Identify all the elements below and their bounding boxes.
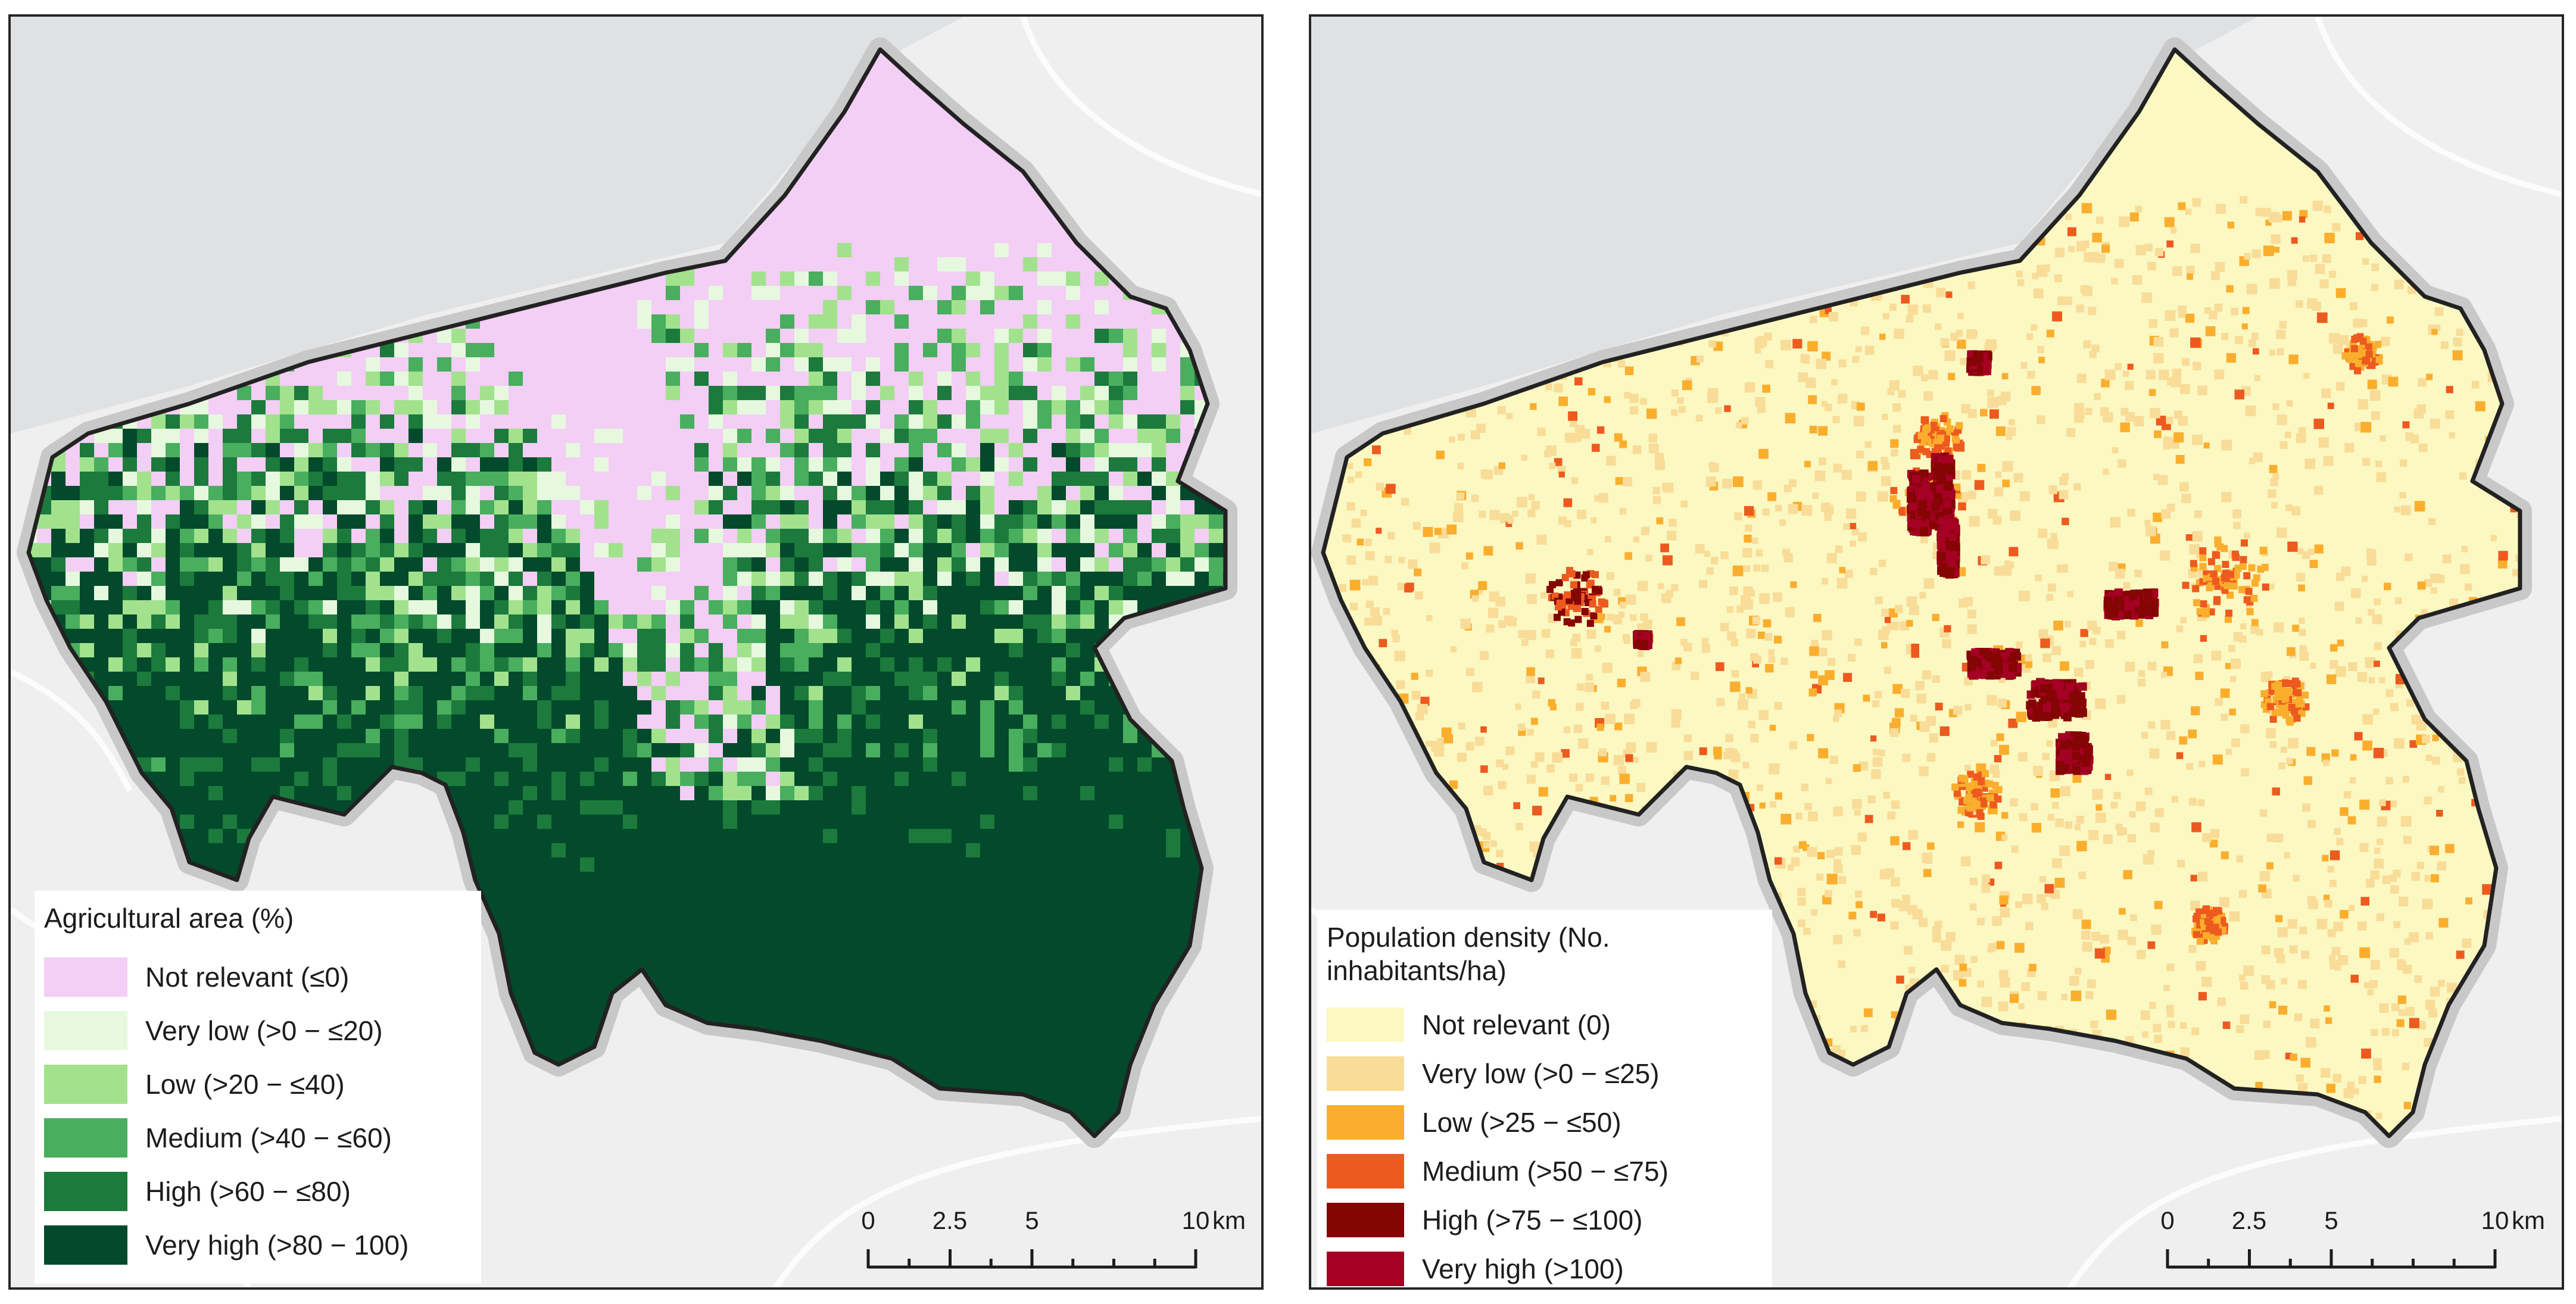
legend-item-label: Very high (>80 − 100) [145, 1230, 409, 1261]
legend-swatch [44, 1118, 127, 1158]
legend-title: Agricultural area (%) [44, 903, 294, 934]
scale-label: 0 [2160, 1206, 2175, 1234]
scale-unit: km [2512, 1206, 2545, 1234]
population-density-legend: Population density (No. inhabitants/ha) … [1317, 910, 1772, 1287]
legend-swatch [1327, 1056, 1404, 1091]
population-density-map-panel: Population density (No. inhabitants/ha) … [1309, 14, 2564, 1290]
agricultural-area-map-panel: Agricultural area (%) Not relevant (≤0) … [8, 14, 1264, 1290]
legend-item: Very low (>0 − ≤25) [1327, 1049, 1772, 1098]
legend-swatch [44, 1065, 127, 1104]
legend-item-label: Not relevant (0) [1422, 1009, 1611, 1040]
legend-item: Low (>25 − ≤50) [1327, 1098, 1772, 1147]
legend-item: Very high (>80 − 100) [44, 1218, 481, 1272]
legend-item: High (>75 − ≤100) [1327, 1196, 1772, 1244]
legend-swatch [1327, 1007, 1404, 1042]
scale-bar: 0 2.5 5 10 km [844, 1202, 1246, 1285]
legend-item-label: Medium (>40 − ≤60) [145, 1122, 392, 1153]
legend-item: Not relevant (0) [1327, 1000, 1772, 1049]
scale-label: 10 [2481, 1206, 2509, 1234]
legend-swatch [44, 1172, 127, 1211]
population-density-map [1311, 17, 2562, 1287]
legend-item-label: Low (>25 − ≤50) [1422, 1107, 1621, 1138]
legend-swatch [44, 957, 127, 997]
legend-swatch [1327, 1154, 1404, 1188]
legend-item-label: Very low (>0 − ≤25) [1422, 1058, 1660, 1089]
legend-swatch [1327, 1105, 1404, 1140]
legend-title: Population density (No. inhabitants/ha) [1327, 922, 1610, 986]
legend-swatch [44, 1011, 127, 1050]
legend-item-label: High (>60 − ≤80) [145, 1176, 351, 1207]
legend-item: High (>60 − ≤80) [44, 1165, 481, 1218]
legend-swatch [1327, 1203, 1404, 1237]
scale-unit: km [1212, 1206, 1246, 1234]
legend-swatch [1327, 1252, 1404, 1286]
scale-label: 5 [2324, 1206, 2338, 1234]
legend-swatch [44, 1225, 127, 1265]
scale-label: 5 [1025, 1206, 1039, 1234]
legend-item-label: Not relevant (≤0) [145, 962, 350, 993]
agricultural-area-legend: Agricultural area (%) Not relevant (≤0) … [35, 891, 481, 1284]
scale-label: 10 [1181, 1206, 1210, 1234]
scale-bar-ruler [866, 1249, 1197, 1269]
legend-item: Very high (>100) [1327, 1244, 1772, 1287]
scale-label: 2.5 [932, 1206, 968, 1234]
legend-item: Medium (>50 − ≤75) [1327, 1147, 1772, 1196]
legend-item-label: Very high (>100) [1422, 1253, 1624, 1284]
legend-item: Low (>20 − ≤40) [44, 1057, 481, 1111]
legend-item-label: Medium (>50 − ≤75) [1422, 1156, 1669, 1187]
legend-item: Medium (>40 − ≤60) [44, 1111, 481, 1165]
scale-bar-ruler [2166, 1249, 2497, 1269]
legend-item-label: Very low (>0 − ≤20) [145, 1015, 383, 1046]
scale-bar: 0 2.5 5 10 km [2144, 1202, 2545, 1285]
legend-item: Very low (>0 − ≤20) [44, 1004, 481, 1057]
legend-item: Not relevant (≤0) [44, 950, 481, 1004]
legend-item-label: High (>75 − ≤100) [1422, 1205, 1643, 1236]
scale-label: 2.5 [2231, 1206, 2267, 1234]
legend-item-label: Low (>20 − ≤40) [145, 1069, 345, 1100]
scale-label: 0 [861, 1206, 875, 1234]
